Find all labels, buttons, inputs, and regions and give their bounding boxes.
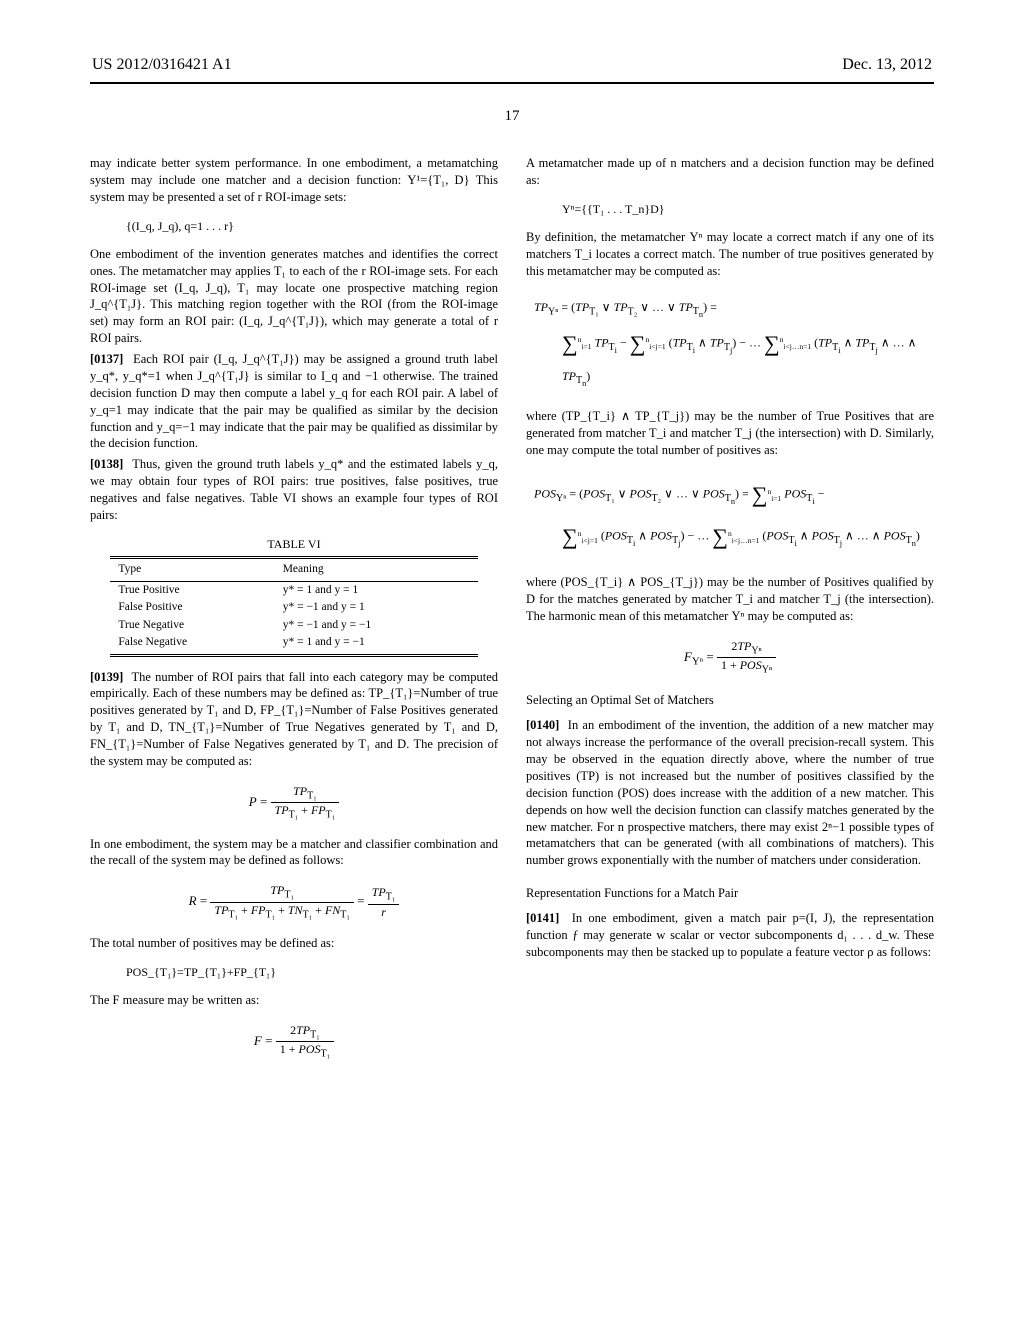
para: One embodiment of the invention generate… [90,246,498,347]
para: The total number of positives may be def… [90,935,498,952]
cell: y* = −1 and y = 1 [275,599,478,617]
formula: {(I_q, J_q), q=1 . . . r} [126,218,498,234]
para: [0137] Each ROI pair (I_q, J_q^{T₁J}) ma… [90,351,498,452]
formula: Υⁿ={{T₁ . . . T_n}D} [562,201,934,217]
header-rule [90,82,934,84]
para-text: In one embodiment, given a match pair p=… [526,911,934,959]
para: [0138] Thus, given the ground truth labe… [90,456,498,524]
cell: y* = −1 and y = −1 [275,617,478,635]
section-heading: Selecting an Optimal Set of Matchers [526,692,934,709]
left-column: may indicate better system performance. … [90,155,498,1075]
header: US 2012/0316421 A1 Dec. 13, 2012 [90,56,934,74]
right-column: A metamatcher made up of n matchers and … [526,155,934,1075]
formula-recall: R = TPT₁TPT₁ + FPT₁ + TNT₁ + FNT₁ = TPT₁… [90,883,498,921]
para: [0141] In one embodiment, given a match … [526,910,934,961]
para: where (TP_{T_i} ∧ TP_{T_j}) may be the n… [526,408,934,459]
col-header: Type [110,559,274,582]
formula-pos: POSΥⁿ = (POST₁ ∨ POST₂ ∨ … ∨ POSTn) = ∑n… [526,474,934,558]
section-heading: Representation Functions for a Match Pai… [526,885,934,902]
para: where (POS_{T_i} ∧ POS_{T_j}) may be the… [526,574,934,625]
para: In one embodiment, the system may be a m… [90,836,498,870]
para-num: [0137] [90,352,123,366]
para: The F measure may be written as: [90,992,498,1009]
para-text: Each ROI pair (I_q, J_q^{T₁J}) may be as… [90,352,498,450]
page-number: 17 [90,108,934,125]
para-text: Thus, given the ground truth labels y_q*… [90,457,498,522]
pub-number: US 2012/0316421 A1 [92,56,232,74]
formula-pos: POS_{T₁}=TP_{T₁}+FP_{T₁} [126,964,498,980]
para: By definition, the metamatcher Υⁿ may lo… [526,229,934,280]
patent-page: US 2012/0316421 A1 Dec. 13, 2012 17 may … [0,0,1024,1320]
para-num: [0138] [90,457,123,471]
formula-fyn: FΥⁿ = 2TPΥⁿ1 + POSΥⁿ [526,639,934,677]
cell: False Negative [110,634,274,654]
para: A metamatcher made up of n matchers and … [526,155,934,189]
para-num: [0140] [526,718,559,732]
cell: True Negative [110,617,274,635]
formula-precision: P = TPT₁TPT₁ + FPT₁ [90,784,498,822]
para-num: [0141] [526,911,559,925]
para-num: [0139] [90,670,123,684]
table-caption: TABLE VI [90,536,498,552]
cell: y* = 1 and y = 1 [275,581,478,599]
pub-date: Dec. 13, 2012 [842,56,932,74]
formula-tp: TPΥⁿ = (TPT₁ ∨ TPT₂ ∨ … ∨ TPTn) = ∑ni=1 … [526,296,934,392]
formula-f: F = 2TPT₁1 + POST₁ [90,1023,498,1061]
para-text: In an embodiment of the invention, the a… [526,718,934,867]
col-header: Meaning [275,559,478,582]
para: may indicate better system performance. … [90,155,498,206]
cell: y* = 1 and y = −1 [275,634,478,654]
para-text: The number of ROI pairs that fall into e… [90,670,498,768]
two-column-content: may indicate better system performance. … [90,155,934,1075]
para: [0140] In an embodiment of the invention… [526,717,934,869]
cell: True Positive [110,581,274,599]
table-vi: Type Meaning True Positive y* = 1 and y … [110,556,477,657]
para: [0139] The number of ROI pairs that fall… [90,669,498,770]
cell: False Positive [110,599,274,617]
